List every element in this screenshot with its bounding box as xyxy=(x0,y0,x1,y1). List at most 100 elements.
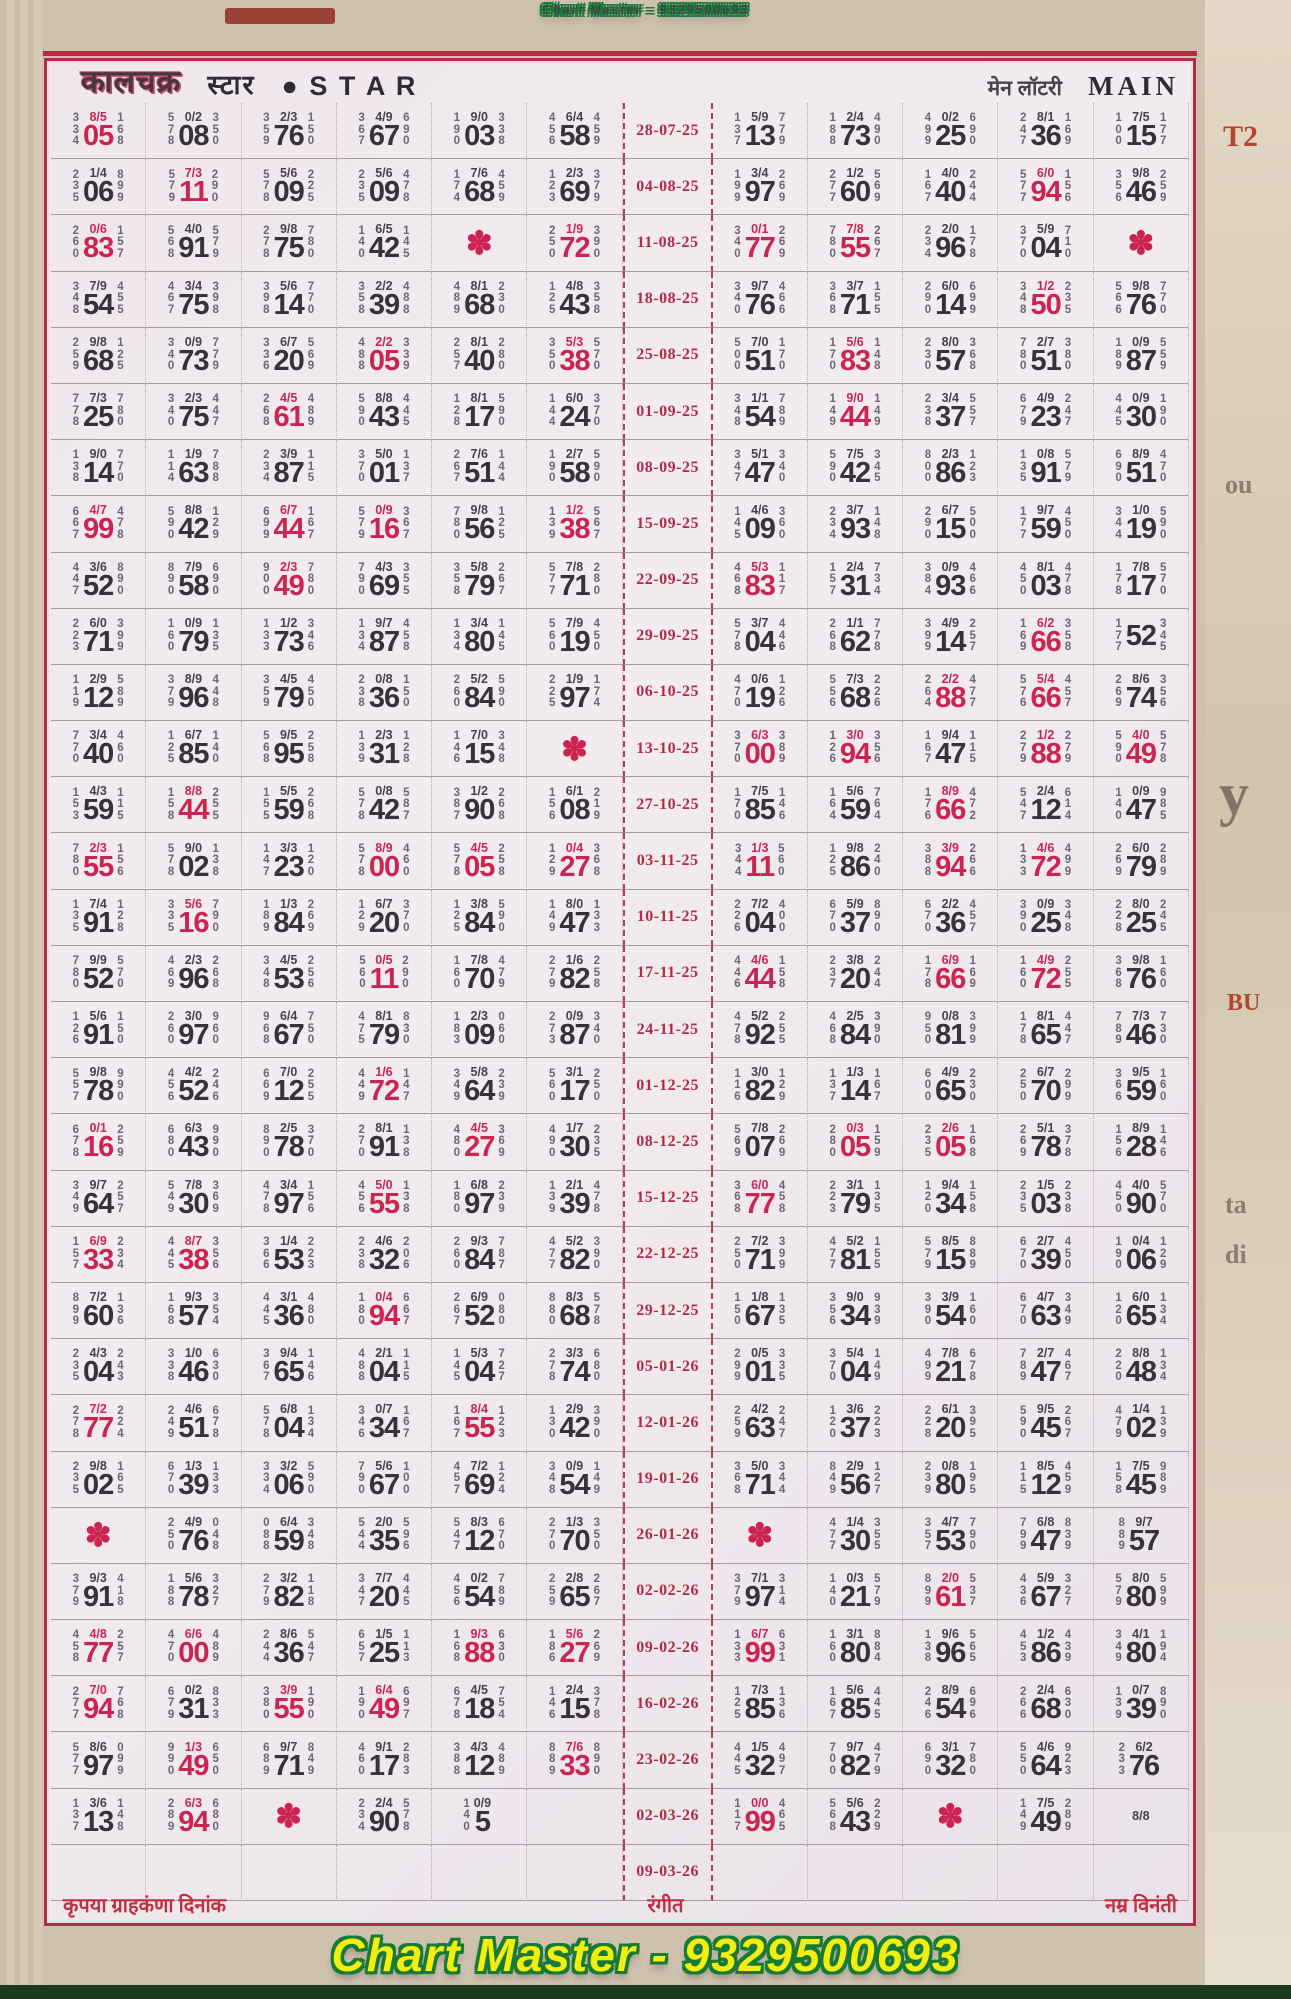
close-panel-digits: 9 8 5 xyxy=(1159,786,1167,822)
result-cell xyxy=(146,1844,242,1901)
cell-main-number: 65 xyxy=(1125,1300,1157,1333)
close-panel-digits: 1 4 4 xyxy=(498,449,505,485)
result-cell: 5 7 8 3/7 04 4 4 6 xyxy=(712,608,808,665)
open-panel-digits: 2 5 9 xyxy=(72,337,79,373)
open-panel-digits: 2 5 0 xyxy=(548,224,556,260)
close-panel-digits: 3 3 9 xyxy=(403,337,410,373)
cell-top-fraction: 9/3 xyxy=(89,1570,107,1585)
close-panel-digits: 5 6 0 xyxy=(778,842,785,878)
date-cell: 08-09-25 xyxy=(622,440,713,497)
result-cell: 5 6 6 9/8 76 7 7 0 xyxy=(1093,271,1189,328)
result-cell: 2 6 0 3/0 97 9 6 0 xyxy=(146,1002,242,1059)
result-cell: 1 7 0 5/6 83 1 4 8 xyxy=(807,327,904,384)
cell-top-fraction: 1/5 xyxy=(375,1627,393,1642)
cell-main-number: 84 xyxy=(273,906,305,939)
cell-top-fraction: 3/1 xyxy=(941,1739,959,1754)
cell-main-number: 72 xyxy=(559,232,590,265)
close-panel-digits: 4 0 0 xyxy=(778,898,786,934)
close-panel-digits: 4 5 9 xyxy=(593,112,601,148)
open-panel-digits: 2 6 6 xyxy=(1020,1685,1027,1721)
result-cell: 3 6 8 3/7 71 1 5 5 xyxy=(807,271,904,328)
result-cell: 1 7 4 7/6 68 4 5 9 xyxy=(432,159,528,216)
cell-top-fraction: 7/4 xyxy=(89,896,107,911)
cell-top-fraction: 3/4 xyxy=(941,391,959,406)
open-panel-digits: 2 7 0 xyxy=(548,1517,556,1553)
cell-top-fraction: 2/3 xyxy=(375,728,393,743)
close-panel-digits: 1 4 9 xyxy=(874,1348,881,1384)
open-panel-digits: 4 8 9 xyxy=(453,280,461,316)
result-cell: 1 1 5 8/5 12 4 5 9 xyxy=(998,1451,1094,1508)
close-panel-digits: 1 1 5 xyxy=(403,1348,410,1384)
open-panel-digits: 1 6 9 xyxy=(1020,618,1027,654)
close-panel-digits: 1 5 6 xyxy=(307,1179,315,1215)
cell-top-fraction: 3/4 xyxy=(184,278,203,293)
open-panel-digits: 3 9 8 xyxy=(263,280,270,316)
cell-top-fraction: 4/0 xyxy=(1132,1177,1150,1192)
close-panel-digits: 2 5 8 xyxy=(498,842,505,878)
cell-main-number: 94 xyxy=(83,1693,114,1726)
cell-top-fraction: 8/5 xyxy=(1036,1458,1055,1473)
result-cell: 5 7 8 6/8 04 1 3 4 xyxy=(241,1395,337,1452)
open-panel-digits: 2 6 9 xyxy=(1115,674,1122,710)
cell-top-fraction: 3/1 xyxy=(846,1177,864,1192)
close-panel-digits: 4 4 7 xyxy=(212,393,219,429)
cell-top-fraction: 9/7 xyxy=(751,278,769,293)
cell-main-number: 84 xyxy=(464,906,495,939)
cell-top-fraction: 1/1 xyxy=(751,391,769,406)
open-panel-digits: 5 7 7 xyxy=(72,1741,79,1777)
result-cell: 1 6 7 9/4 47 1 1 5 xyxy=(903,721,999,778)
open-panel-digits: 2 4 7 xyxy=(1020,112,1027,148)
close-panel-digits: 3 4 8 xyxy=(307,1517,315,1553)
close-panel-digits: 3 5 6 xyxy=(1159,674,1167,710)
open-panel-digits: 3 6 6 xyxy=(1115,1067,1122,1103)
close-panel-digits: 1 5 5 xyxy=(874,280,881,316)
close-panel-digits: 2 5 7 xyxy=(117,1179,124,1215)
result-cell: 1 4 4 6/0 24 3 7 0 xyxy=(527,383,623,441)
cell-top-fraction: 2/4 xyxy=(1036,1683,1055,1698)
open-panel-digits: 1 7 0 xyxy=(734,786,741,822)
close-panel-digits: 2 3 9 xyxy=(498,1067,505,1103)
close-panel-digits: 1 3 5 xyxy=(874,1179,881,1215)
cell-main-number: 43 xyxy=(178,1131,209,1164)
result-cell: 3 4 0 0/1 77 2 6 9 xyxy=(712,215,808,272)
close-panel-digits: 2 9 0 xyxy=(402,955,409,991)
cell-main-number: 36 xyxy=(1030,120,1061,153)
open-panel-digits: 5 6 8 xyxy=(829,1797,836,1833)
result-cell: 4 4 5 3/1 36 4 8 0 xyxy=(241,1282,337,1340)
result-cell: 8 8 9 9/7 57 xyxy=(1093,1507,1189,1564)
cell-top-fraction: 1/9 xyxy=(184,447,203,462)
result-cell: 1 9 0 6/4 49 6 9 7 xyxy=(336,1676,433,1733)
cell-top-fraction: 5/1 xyxy=(1036,1121,1055,1136)
open-panel-digits: 8 0 0 xyxy=(924,449,932,485)
open-panel-digits: 1 6 0 xyxy=(453,955,461,991)
result-cell: 1 5 7 2/4 31 7 3 4 xyxy=(807,552,904,609)
cell-top-fraction: 4/8 xyxy=(565,278,584,293)
cell-main-number: 74 xyxy=(1125,681,1157,714)
open-panel-digits: 4 5 8 xyxy=(72,1629,79,1665)
open-panel-digits: 2 6 0 xyxy=(453,1236,461,1272)
cell-top-fraction: 6/0 xyxy=(1132,840,1150,855)
open-panel-digits: 1 7 8 xyxy=(1020,1011,1027,1047)
cell-main-number: 30 xyxy=(559,1131,590,1164)
cell-main-number: 54 xyxy=(83,288,114,321)
result-cell: 6 9 0 8/9 51 4 7 0 xyxy=(1093,440,1189,497)
result-cell: 3 5 7 4/7 53 7 9 0 xyxy=(903,1507,999,1564)
cell-top-fraction: 9/7 xyxy=(375,615,393,630)
close-panel-digits: 1 7 8 xyxy=(969,224,976,260)
open-panel-digits: 1 1 4 xyxy=(167,449,175,485)
cell-main-number: 80 xyxy=(1125,1580,1157,1613)
result-cell xyxy=(51,1844,147,1901)
close-panel-digits: 1 5 5 xyxy=(874,1236,881,1272)
cell-main-number: 31 xyxy=(839,569,871,602)
cell-main-number: 01 xyxy=(744,1356,776,1389)
cell-top-fraction: 2/7 xyxy=(1036,1346,1055,1361)
result-cell: 2 5 7 8/1 40 2 8 0 xyxy=(432,327,528,384)
cell-top-fraction: 5/2 xyxy=(846,1233,864,1248)
result-cell: 3 6 7 4/9 67 6 9 0 xyxy=(336,103,433,160)
cell-top-fraction: 9/9 xyxy=(89,952,107,967)
close-panel-digits: 6 3 0 xyxy=(212,1348,219,1384)
result-cell: 1 6 0 0/9 79 1 3 5 xyxy=(146,608,242,665)
